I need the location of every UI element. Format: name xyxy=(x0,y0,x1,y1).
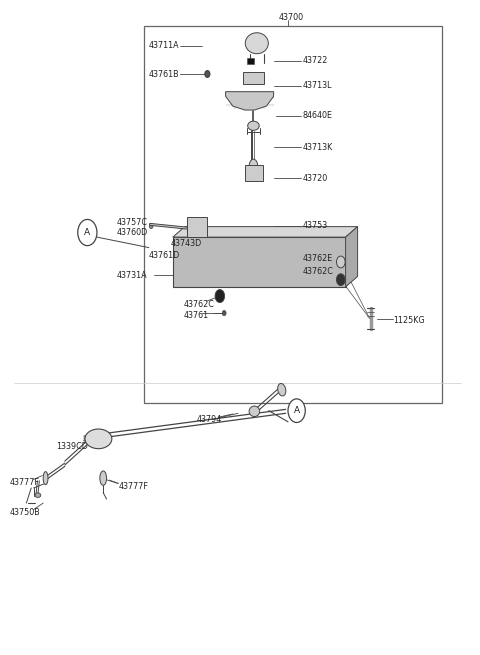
Circle shape xyxy=(205,71,210,77)
Ellipse shape xyxy=(85,429,112,449)
Text: A: A xyxy=(294,406,300,415)
Ellipse shape xyxy=(249,159,258,174)
Text: 43757C: 43757C xyxy=(117,218,148,227)
Polygon shape xyxy=(173,227,358,237)
Text: 43731A: 43731A xyxy=(117,271,148,280)
Polygon shape xyxy=(226,92,274,110)
Ellipse shape xyxy=(277,383,286,396)
Bar xyxy=(173,237,346,287)
Text: 1339CD: 1339CD xyxy=(57,442,88,451)
Circle shape xyxy=(149,223,153,229)
Text: 43760D: 43760D xyxy=(117,228,148,237)
Ellipse shape xyxy=(249,406,260,417)
Circle shape xyxy=(222,310,226,316)
Text: 43761D: 43761D xyxy=(149,251,180,260)
Text: 43794: 43794 xyxy=(197,415,222,424)
Ellipse shape xyxy=(100,471,107,485)
Circle shape xyxy=(198,225,204,233)
Bar xyxy=(247,58,254,64)
Ellipse shape xyxy=(43,472,48,485)
Circle shape xyxy=(336,256,345,268)
Circle shape xyxy=(96,435,101,443)
Polygon shape xyxy=(150,223,202,231)
Text: 43713L: 43713L xyxy=(302,81,332,90)
Text: 43777F: 43777F xyxy=(119,481,149,491)
Text: 43761: 43761 xyxy=(183,311,208,320)
Circle shape xyxy=(192,238,200,249)
Ellipse shape xyxy=(245,33,268,54)
Text: A: A xyxy=(84,228,90,237)
Circle shape xyxy=(288,399,305,422)
Circle shape xyxy=(215,290,225,303)
Text: 43720: 43720 xyxy=(302,174,328,183)
Circle shape xyxy=(336,274,345,286)
Bar xyxy=(245,165,263,181)
Text: 43713K: 43713K xyxy=(302,143,333,152)
Bar xyxy=(243,72,264,84)
Text: 84640E: 84640E xyxy=(302,111,332,121)
Text: 43700: 43700 xyxy=(278,12,303,22)
Ellipse shape xyxy=(248,121,259,130)
Ellipse shape xyxy=(35,493,41,498)
Text: 43743D: 43743D xyxy=(170,239,202,248)
Text: 43762E: 43762E xyxy=(302,254,333,263)
Circle shape xyxy=(250,168,258,178)
Circle shape xyxy=(78,219,97,246)
Polygon shape xyxy=(346,227,358,287)
Text: 43761B: 43761B xyxy=(149,69,180,79)
Text: 43762C: 43762C xyxy=(183,300,214,309)
Text: 43722: 43722 xyxy=(302,56,328,66)
Bar xyxy=(187,217,207,237)
Text: 43777F: 43777F xyxy=(10,477,39,487)
Text: 1125KG: 1125KG xyxy=(394,316,425,326)
Text: 43753: 43753 xyxy=(302,221,328,231)
Text: 43750B: 43750B xyxy=(10,508,40,517)
Text: 43711A: 43711A xyxy=(149,41,180,50)
Text: 43762C: 43762C xyxy=(302,267,333,276)
Bar xyxy=(144,26,442,403)
